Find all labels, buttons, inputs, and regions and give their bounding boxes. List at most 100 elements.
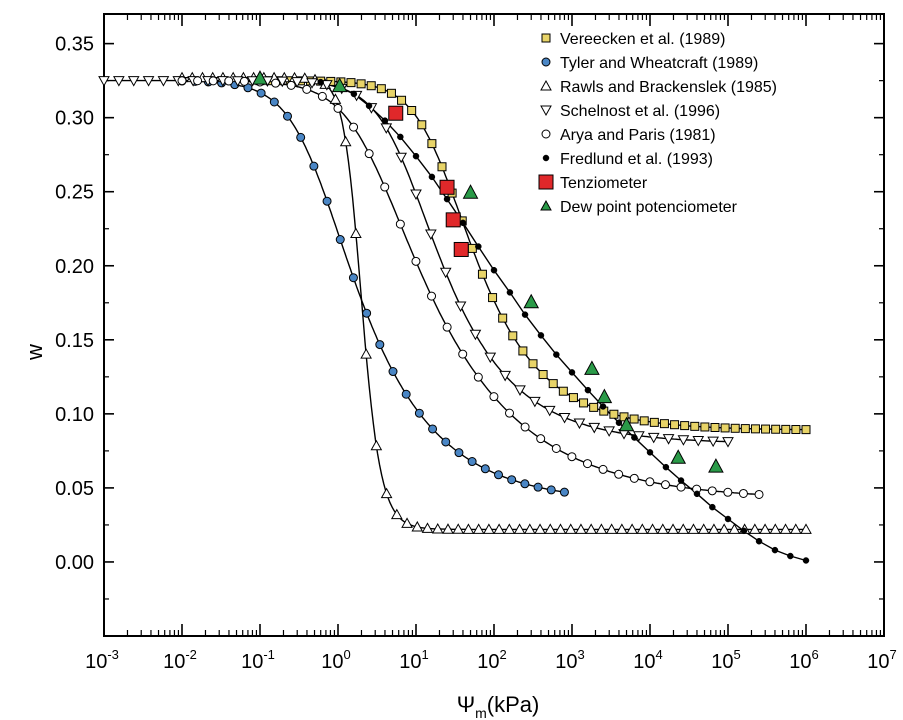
- point-vereecken-et-al-1989: [791, 425, 801, 435]
- point-fredlund-et-al-1993: [755, 537, 763, 545]
- x-tick-label: 104: [633, 647, 662, 673]
- legend-marker-dew-point-potenciometer: [540, 199, 552, 211]
- point-arya-and-paris-1981: [224, 76, 234, 86]
- point-fredlund-et-al-1993: [599, 403, 607, 410]
- point-rawls-and-brackenslek-1985: [339, 135, 352, 147]
- point-tyler-and-wheatcraft-1989: [467, 457, 477, 467]
- point-tyler-and-wheatcraft-1989: [296, 132, 306, 142]
- point-fredlund-et-al-1993: [553, 351, 560, 358]
- point-rawls-and-brackenslek-1985: [718, 523, 731, 534]
- point-rawls-and-brackenslek-1985: [749, 523, 761, 534]
- y-axis-title: w: [22, 344, 47, 361]
- point-rawls-and-brackenslek-1985: [462, 523, 475, 534]
- point-rawls-and-brackenslek-1985: [411, 520, 424, 532]
- point-rawls-and-brackenslek-1985: [800, 523, 812, 534]
- point-schelnost-et-al-1996: [395, 152, 407, 164]
- y-tick-label: 0.15: [55, 330, 94, 352]
- point-vereecken-et-al-1989: [407, 105, 417, 115]
- point-arya-and-paris-1981: [551, 443, 561, 453]
- y-tick-label: 0.10: [55, 404, 94, 426]
- point-arya-and-paris-1981: [271, 78, 281, 88]
- point-tenziometer: [453, 241, 469, 257]
- point-arya-and-paris-1981: [364, 149, 374, 159]
- point-vereecken-et-al-1989: [467, 243, 477, 253]
- point-rawls-and-brackenslek-1985: [646, 523, 659, 534]
- x-tick-label: 106: [789, 647, 818, 673]
- point-fredlund-et-al-1993: [443, 195, 451, 203]
- legend-marker-schelnost-et-al-1996: [540, 105, 552, 117]
- point-schelnost-et-al-1996: [514, 385, 526, 396]
- point-rawls-and-brackenslek-1985: [616, 523, 628, 534]
- y-tick-label: 0.20: [55, 256, 94, 278]
- point-vereecken-et-al-1989: [700, 422, 710, 432]
- point-rawls-and-brackenslek-1985: [431, 522, 444, 534]
- point-vereecken-et-al-1989: [437, 162, 447, 172]
- point-rawls-and-brackenslek-1985: [605, 523, 618, 534]
- plot-area: [103, 13, 885, 637]
- point-arya-and-paris-1981: [645, 477, 655, 487]
- point-schelnost-et-al-1996: [454, 301, 467, 313]
- x-tick-label: 105: [711, 647, 740, 673]
- point-schelnost-et-al-1996: [573, 418, 586, 430]
- point-tyler-and-wheatcraft-1989: [507, 475, 517, 485]
- point-rawls-and-brackenslek-1985: [401, 517, 413, 528]
- point-vereecken-et-al-1989: [680, 421, 690, 431]
- x-tick-label: 101: [399, 647, 428, 673]
- point-fredlund-et-al-1993: [662, 463, 670, 471]
- point-arya-and-paris-1981: [629, 473, 639, 483]
- x-axis-title-unit: (kPa): [487, 692, 540, 717]
- point-rawls-and-brackenslek-1985: [636, 523, 649, 534]
- point-fredlund-et-al-1993: [537, 332, 545, 339]
- point-arya-and-paris-1981: [302, 84, 312, 94]
- point-rawls-and-brackenslek-1985: [452, 523, 465, 534]
- point-tyler-and-wheatcraft-1989: [559, 487, 569, 497]
- point-schelnost-et-al-1996: [157, 76, 170, 87]
- legend-label-tyler-and-wheatcraft-1989: Tyler and Wheatcraft (1989): [560, 55, 758, 72]
- point-rawls-and-brackenslek-1985: [421, 522, 434, 533]
- legend-marker-tyler-and-wheatcraft-1989: [541, 57, 551, 67]
- legend-marker-rawls-and-brackenslek-1985: [540, 79, 552, 91]
- point-schelnost-et-al-1996: [439, 267, 452, 279]
- point-vereecken-et-al-1989: [761, 424, 771, 434]
- point-tenziometer: [445, 212, 461, 228]
- point-arya-and-paris-1981: [193, 76, 203, 86]
- point-vereecken-et-al-1989: [417, 120, 427, 130]
- point-rawls-and-brackenslek-1985: [708, 523, 720, 534]
- point-tyler-and-wheatcraft-1989: [335, 235, 345, 245]
- point-fredlund-et-al-1993: [584, 386, 592, 394]
- curve-fredlund-et-al-1993: [320, 81, 807, 562]
- point-tyler-and-wheatcraft-1989: [388, 367, 398, 377]
- legend-label-schelnost-et-al-1996: Schelnost et al. (1996): [560, 103, 720, 120]
- y-tick-label: 0.35: [55, 34, 94, 56]
- point-fredlund-et-al-1993: [459, 219, 467, 227]
- x-axis-title: Ψm(kPa): [457, 692, 540, 720]
- point-dew-point-potenciometer: [670, 449, 687, 464]
- point-rawls-and-brackenslek-1985: [360, 348, 372, 359]
- point-rawls-and-brackenslek-1985: [442, 523, 454, 534]
- x-tick-label: 10-1: [241, 647, 275, 673]
- point-tyler-and-wheatcraft-1989: [454, 448, 464, 458]
- point-schelnost-et-al-1996: [707, 436, 719, 448]
- x-tick-label: 107: [867, 647, 896, 673]
- point-arya-and-paris-1981: [707, 486, 717, 496]
- legend: Vereecken et al. (1989) Tyler and Wheatcr…: [538, 31, 777, 216]
- point-vereecken-et-al-1989: [740, 424, 750, 434]
- point-tyler-and-wheatcraft-1989: [428, 424, 438, 434]
- point-dew-point-potenciometer: [708, 458, 724, 473]
- y-tick-label: 0.25: [55, 182, 94, 204]
- point-vereecken-et-al-1989: [720, 423, 730, 433]
- point-rawls-and-brackenslek-1985: [472, 523, 485, 534]
- point-fredlund-et-al-1993: [631, 434, 638, 441]
- point-arya-and-paris-1981: [395, 219, 405, 229]
- point-arya-and-paris-1981: [442, 322, 452, 332]
- point-vereecken-et-al-1989: [518, 346, 528, 356]
- point-schelnost-et-al-1996: [647, 432, 660, 444]
- point-vereecken-et-al-1989: [801, 425, 811, 435]
- point-rawls-and-brackenslek-1985: [329, 93, 342, 104]
- point-vereecken-et-al-1989: [528, 359, 538, 369]
- point-rawls-and-brackenslek-1985: [350, 227, 362, 238]
- point-tyler-and-wheatcraft-1989: [533, 482, 543, 492]
- point-rawls-and-brackenslek-1985: [370, 439, 383, 451]
- point-rawls-and-brackenslek-1985: [493, 523, 505, 534]
